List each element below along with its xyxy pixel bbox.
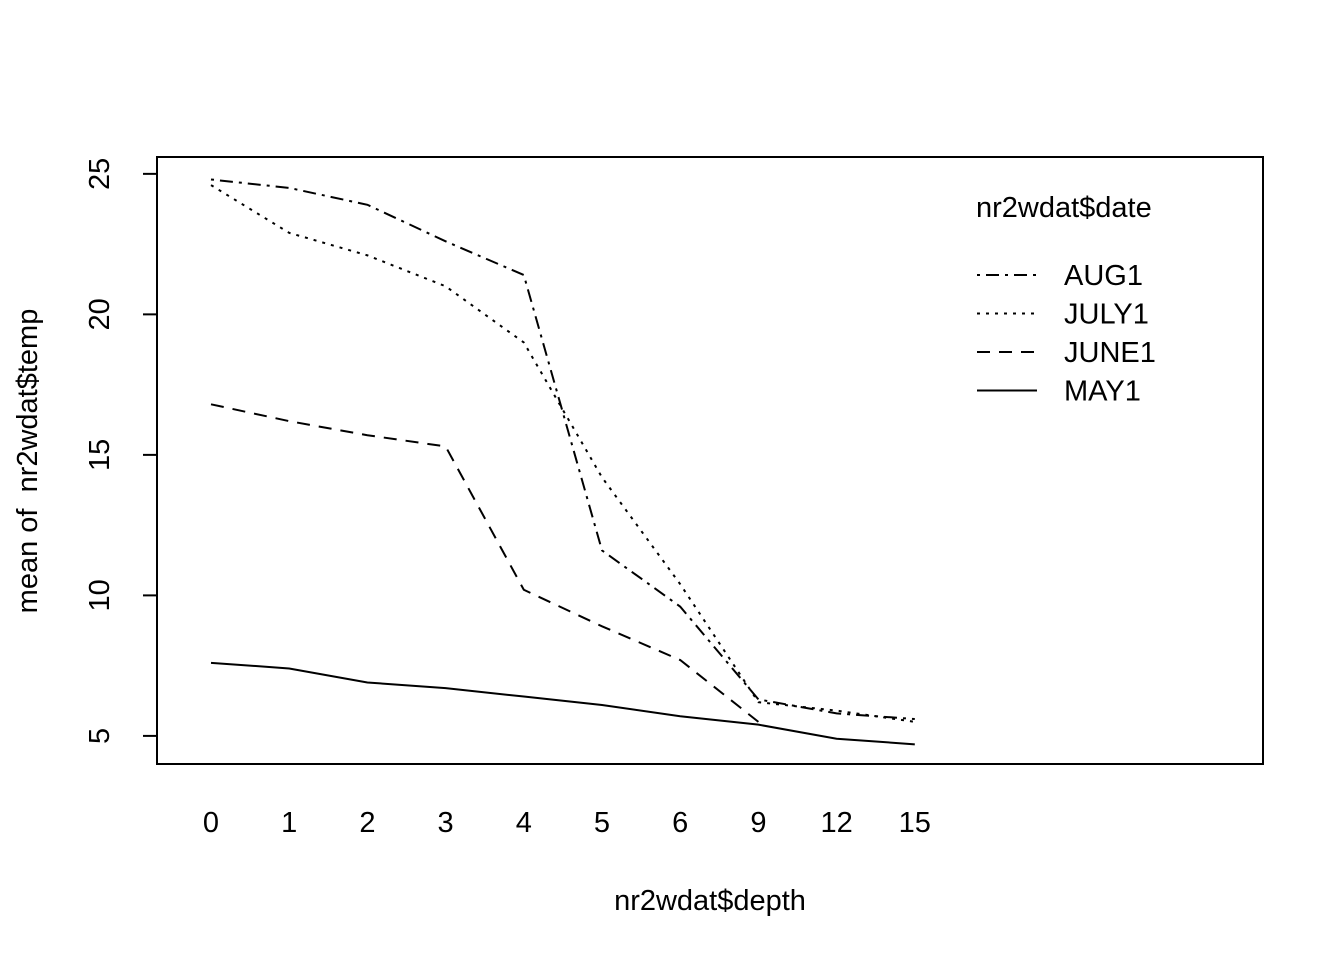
legend-label-july1: JULY1 [1064,299,1149,331]
plot-frame [156,156,1264,765]
series-lines [210,178,915,746]
legend-title: nr2wdat$date [976,192,1152,224]
series-line-june1 [210,403,760,723]
legend-label-may1: MAY1 [1064,376,1141,408]
x-tick-label: 4 [516,807,532,839]
series-line-july1 [210,184,915,723]
series-line-may1 [210,661,915,746]
legend-label-aug1: AUG1 [1064,260,1143,292]
x-tick-label: 5 [594,807,610,839]
x-tick-label: 1 [281,807,297,839]
y-axis: 5 10 15 20 25 [84,158,158,744]
x-tick-label: 12 [820,807,852,839]
x-tick-label: 15 [899,807,931,839]
x-tick-label: 3 [438,807,454,839]
y-tick-label: 5 [84,728,116,744]
x-tick-label: 0 [203,807,219,839]
y-axis-title: mean of nr2wdat$temp [12,309,44,614]
y-tick-label: 20 [84,298,116,330]
x-axis: 0 1 2 3 4 5 6 9 12 15 [203,807,931,839]
y-tick-label: 15 [84,439,116,471]
x-tick-label: 6 [672,807,688,839]
y-tick-label: 25 [84,158,116,190]
legend-label-june1: JUNE1 [1064,337,1156,369]
x-tick-label: 2 [359,807,375,839]
y-tick-label: 10 [84,579,116,611]
x-axis-title: nr2wdat$depth [614,885,806,917]
series-line-aug1 [210,178,915,721]
x-tick-label: 9 [750,807,766,839]
legend: nr2wdat$date AUG1 JULY1 JUNE1 MAY1 [976,192,1156,408]
